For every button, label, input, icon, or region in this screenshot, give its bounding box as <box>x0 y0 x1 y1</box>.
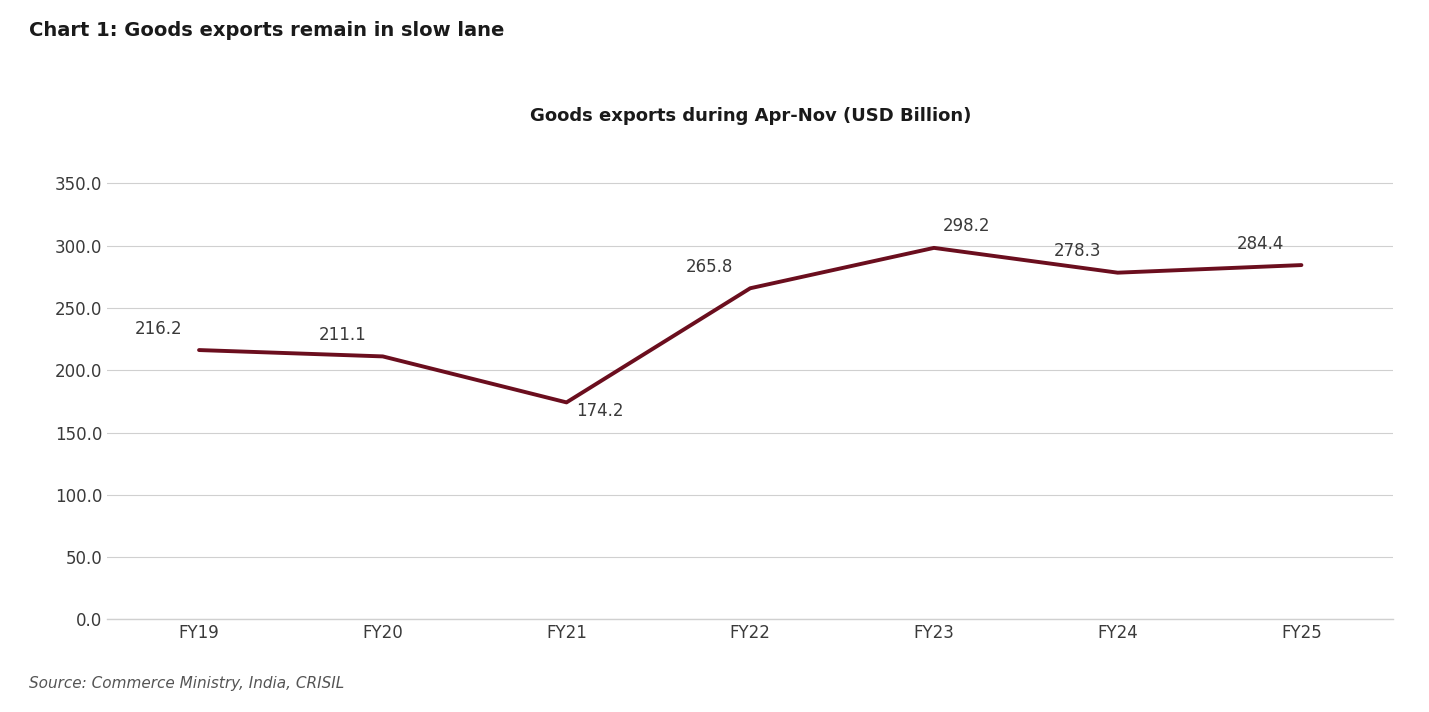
Text: 174.2: 174.2 <box>576 402 623 420</box>
Text: 298.2: 298.2 <box>943 217 990 236</box>
Text: Chart 1: Goods exports remain in slow lane: Chart 1: Goods exports remain in slow la… <box>29 21 504 41</box>
Text: Goods exports during Apr-Nov (USD Billion): Goods exports during Apr-Nov (USD Billio… <box>530 107 970 125</box>
Text: 278.3: 278.3 <box>1053 242 1100 260</box>
Text: 284.4: 284.4 <box>1238 235 1285 253</box>
Text: Source: Commerce Ministry, India, CRISIL: Source: Commerce Ministry, India, CRISIL <box>29 676 344 691</box>
Text: 265.8: 265.8 <box>686 258 733 276</box>
Text: 211.1: 211.1 <box>319 326 366 344</box>
Text: 216.2: 216.2 <box>134 320 183 337</box>
